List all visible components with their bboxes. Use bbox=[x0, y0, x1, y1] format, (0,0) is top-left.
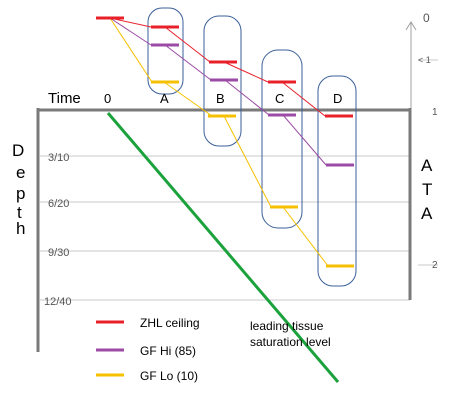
point-c-label: C bbox=[275, 91, 284, 106]
depth-tick-6-20: 6/20 bbox=[48, 198, 69, 210]
ata-tick-labels: 0 < 1 1 2 bbox=[418, 11, 438, 271]
svg-text:e: e bbox=[16, 163, 25, 182]
ata-axis-arrow bbox=[405, 21, 417, 108]
svg-text:A: A bbox=[421, 156, 433, 175]
zhl-connectors bbox=[109, 17, 326, 117]
point-b-label: B bbox=[216, 91, 225, 106]
depth-tick-labels: 3/10 6/20 9/30 12/40 bbox=[44, 152, 72, 308]
legend-label-gf-hi: GF Hi (85) bbox=[140, 344, 196, 358]
svg-text:D: D bbox=[12, 141, 24, 160]
gf-hi-connectors bbox=[109, 17, 327, 166]
legend: ZHL ceiling GF Hi (85) GF Lo (10) bbox=[96, 316, 200, 383]
svg-text:p: p bbox=[16, 184, 25, 203]
ata-tick-1: 1 bbox=[432, 107, 438, 118]
svg-text:T: T bbox=[422, 180, 432, 199]
water-frame bbox=[36, 108, 412, 352]
annotation-line-2: saturation level bbox=[250, 335, 331, 349]
legend-label-zhl: ZHL ceiling bbox=[140, 316, 200, 330]
point-d-label: D bbox=[333, 91, 342, 106]
time-zero-label: 0 bbox=[104, 91, 111, 106]
header: Time 0 A B C D bbox=[48, 90, 342, 107]
group-c-outline bbox=[261, 49, 303, 229]
depth-axis-title: D e p t h bbox=[12, 141, 25, 238]
group-outlines bbox=[147, 7, 357, 287]
group-b-outline bbox=[203, 15, 242, 147]
level-markers bbox=[96, 16, 354, 268]
tissue-saturation-line bbox=[106, 112, 340, 383]
annotation-line-1: leading tissue bbox=[250, 319, 324, 333]
time-label: Time bbox=[48, 90, 81, 107]
legend-label-gf-lo: GF Lo (10) bbox=[140, 369, 198, 383]
ata-axis-title: A T A bbox=[421, 156, 433, 223]
tissue-annotation: leading tissue saturation level bbox=[250, 319, 331, 349]
group-d-outline bbox=[317, 75, 357, 287]
depth-tick-9-30: 9/30 bbox=[48, 247, 69, 259]
gf-lo-connectors bbox=[109, 17, 329, 267]
ata-tick-0: 0 bbox=[423, 11, 430, 25]
ata-tick-2-label: 2 bbox=[432, 260, 438, 271]
svg-text:A: A bbox=[421, 204, 433, 223]
group-a-outline bbox=[147, 7, 184, 95]
depth-tick-3-10: 3/10 bbox=[48, 152, 69, 164]
point-a-label: A bbox=[160, 91, 169, 106]
depth-tick-12-40: 12/40 bbox=[44, 296, 72, 308]
svg-text:t: t bbox=[17, 203, 22, 222]
ata-tick-lt1-label: < 1 bbox=[418, 55, 431, 65]
svg-text:h: h bbox=[16, 219, 25, 238]
